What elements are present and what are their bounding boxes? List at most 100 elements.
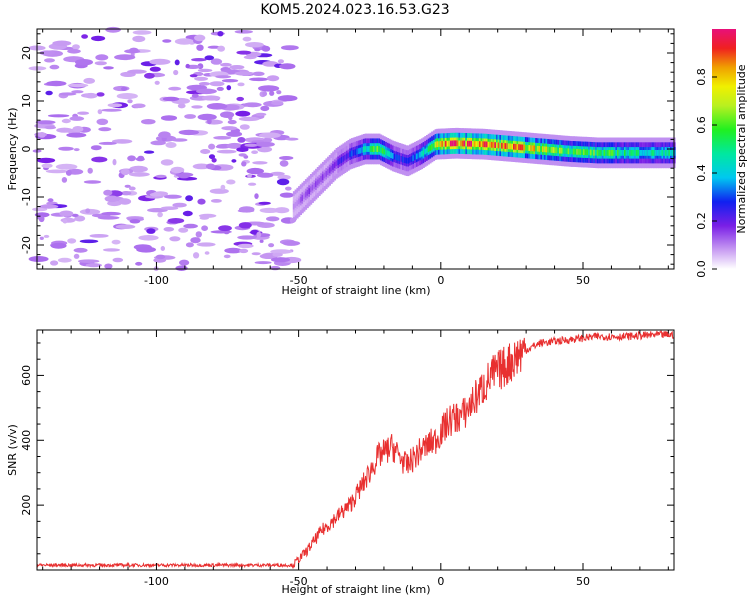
ridge-cell — [461, 140, 465, 147]
ridge-cell — [666, 150, 669, 156]
noise-cell — [191, 58, 207, 62]
snr-panel: -100 -50 0 50 200 400 600 Height of straight … — [6, 329, 675, 596]
snr-x-ticks: -100 -50 0 50 — [42, 330, 669, 588]
noise-cell — [138, 235, 159, 241]
noise-cell — [127, 99, 133, 104]
ridge-cell — [321, 174, 325, 181]
ridge-cell — [441, 141, 444, 147]
noise-cell — [39, 236, 44, 240]
ridge-cell — [292, 203, 296, 210]
noise-cell — [221, 79, 239, 83]
spectrogram-y-tick-label: 0 — [20, 146, 33, 153]
ridge-cell — [601, 150, 604, 156]
noise-cell — [216, 149, 237, 154]
ridge-cell — [639, 150, 642, 156]
ridge-cell — [536, 145, 540, 152]
noise-cell — [162, 96, 180, 102]
noise-cell — [223, 254, 231, 259]
noise-cell — [85, 263, 103, 268]
noise-cell — [74, 215, 86, 222]
noise-cell — [227, 119, 237, 125]
ridge-cell — [349, 151, 352, 158]
noise-cell — [112, 257, 124, 263]
noise-cell — [81, 34, 88, 39]
noise-cell — [184, 114, 197, 119]
noise-cell — [104, 263, 113, 269]
ridge-cell — [584, 149, 587, 156]
ridge-cell — [588, 149, 591, 156]
noise-cell — [213, 136, 232, 140]
noise-cell — [256, 231, 262, 238]
ridge-cell — [376, 146, 379, 152]
noise-cell — [163, 227, 175, 232]
noise-cell — [261, 45, 271, 52]
noise-cell — [153, 257, 167, 263]
ridge-cell — [543, 146, 546, 153]
ridge-cell — [436, 141, 439, 148]
ridge-cell — [526, 145, 529, 151]
noise-cell — [55, 163, 78, 170]
noise-cell — [98, 141, 117, 145]
noise-cell — [91, 156, 108, 163]
noise-cell — [237, 235, 257, 240]
noise-cell — [101, 108, 122, 112]
ridge-cell — [320, 176, 323, 182]
ridge-cell — [511, 143, 514, 150]
ridge-cell — [521, 144, 524, 151]
noise-cell — [66, 132, 87, 138]
ridge-cell — [456, 140, 459, 147]
noise-cell — [238, 206, 255, 213]
noise-cell — [237, 243, 254, 249]
noise-cell — [101, 211, 121, 216]
ridge-cell — [340, 157, 343, 163]
snr-x-tick-label: -50 — [290, 575, 308, 588]
ridge-cell — [477, 141, 480, 147]
noise-cell — [135, 261, 143, 266]
ridge-cell — [624, 150, 627, 156]
ridge-cell — [460, 140, 463, 147]
ridge-cell — [446, 140, 449, 147]
noise-cell — [268, 243, 275, 248]
noise-cell — [94, 61, 107, 66]
noise-cell — [276, 178, 290, 186]
noise-cell — [279, 160, 289, 167]
ridge-cell — [663, 150, 666, 156]
noise-cell — [90, 145, 102, 151]
ridge-cell — [310, 186, 313, 193]
noise-cell — [124, 184, 131, 188]
ridge-cell — [362, 146, 366, 153]
ridge-cell — [352, 150, 355, 156]
noise-cell — [67, 238, 77, 244]
ridge-cell — [351, 150, 354, 157]
noise-cell — [132, 35, 146, 43]
noise-cell — [178, 227, 189, 233]
ridge-cell — [642, 150, 645, 156]
ridge-cell — [419, 151, 422, 158]
ridge-cell — [304, 191, 308, 198]
ridge-cell — [615, 150, 618, 156]
noise-cell — [39, 50, 55, 56]
spectrogram-x-label: Height of straight line (km) — [281, 284, 430, 297]
noise-cell — [143, 150, 155, 154]
noise-cell — [73, 247, 88, 253]
ridge-cell — [494, 142, 497, 148]
ridge-cell — [381, 147, 384, 154]
ridge-cell — [308, 188, 311, 194]
spectrogram-noise-cells — [28, 26, 302, 272]
noise-cell — [276, 90, 282, 95]
noise-cell — [185, 242, 194, 248]
ridge-cell — [427, 146, 430, 153]
ridge-cell — [485, 141, 488, 148]
noise-cell — [103, 66, 114, 70]
noise-cell — [97, 109, 103, 115]
ridge-cell — [374, 146, 377, 152]
noise-cell — [155, 254, 166, 260]
ridge-cell — [323, 172, 326, 179]
ridge-cell — [670, 150, 673, 156]
ridge-cell — [443, 140, 446, 147]
noise-cell — [228, 115, 233, 121]
noise-cell — [73, 148, 80, 152]
ridge-cell — [391, 153, 395, 159]
ridge-cell — [327, 169, 330, 175]
spectrogram-x-tick-label: -100 — [144, 274, 169, 287]
